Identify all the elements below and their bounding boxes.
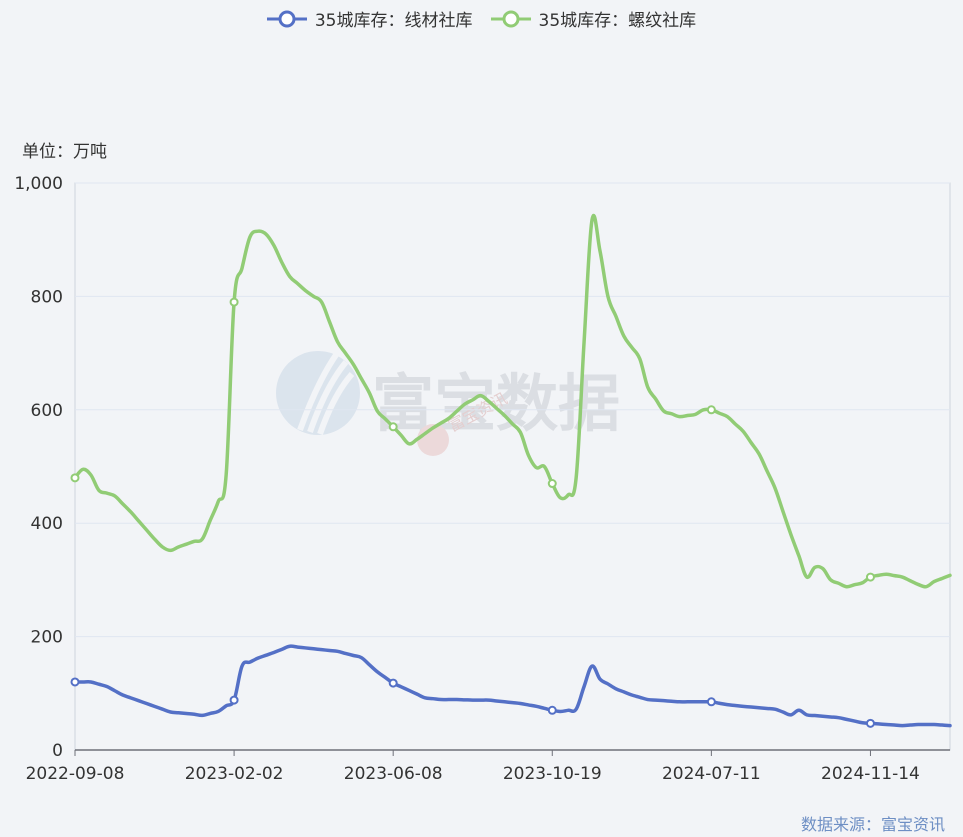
legend-wire-line-icon: [266, 10, 307, 27]
series-line-rebar: [73, 213, 952, 589]
legend-rebar-line-icon: [490, 10, 531, 27]
legend-item-wire[interactable]: 35城库存：线材社库: [266, 6, 473, 31]
watermark: 富宝数据 富宝资讯: [276, 350, 620, 456]
y-tick-label: 600: [31, 401, 63, 421]
series-point-rebar: [706, 405, 716, 415]
x-tick-label: 2023-06-08: [344, 764, 443, 784]
unit-label: 单位：万吨: [22, 142, 107, 162]
series-point-wire: [388, 678, 398, 688]
x-tick-label: 2024-11-14: [821, 764, 920, 784]
legend-rebar-label: 35城库存：螺纹社库: [538, 11, 697, 31]
series-point-rebar: [229, 297, 239, 307]
series-point-rebar: [547, 479, 557, 489]
x-tick-label: 2024-07-11: [662, 764, 761, 784]
series-point-wire: [547, 705, 557, 715]
series-point-wire: [865, 718, 875, 728]
y-tick-label: 800: [31, 287, 63, 307]
y-tick-label: 0: [52, 741, 63, 761]
series-point-rebar: [865, 572, 875, 582]
series-point-wire: [706, 697, 716, 707]
series-point-rebar: [70, 473, 80, 483]
source-label: 数据来源：富宝资讯: [800, 815, 945, 834]
x-tick-label: 2023-02-02: [185, 764, 284, 784]
x-tick-label: 2022-09-08: [26, 764, 125, 784]
series-point-rebar: [388, 422, 398, 432]
plot-frame: [74, 182, 951, 751]
x-tick-label: 2023-10-19: [503, 764, 602, 784]
legend-wire-label: 35城库存：线材社库: [314, 11, 473, 31]
y-tick-label: 400: [31, 514, 63, 534]
series-point-wire: [70, 677, 80, 687]
y-tick-label: 200: [31, 628, 63, 648]
legend: 35城库存：线材社库 35城库存：螺纹社库: [0, 6, 963, 31]
series-point-wire: [229, 695, 239, 705]
legend-item-rebar[interactable]: 35城库存：螺纹社库: [490, 6, 697, 31]
watermark-logo-icon: [276, 350, 360, 435]
series-line-wire: [73, 644, 952, 728]
y-tick-label: 1,000: [14, 174, 63, 194]
